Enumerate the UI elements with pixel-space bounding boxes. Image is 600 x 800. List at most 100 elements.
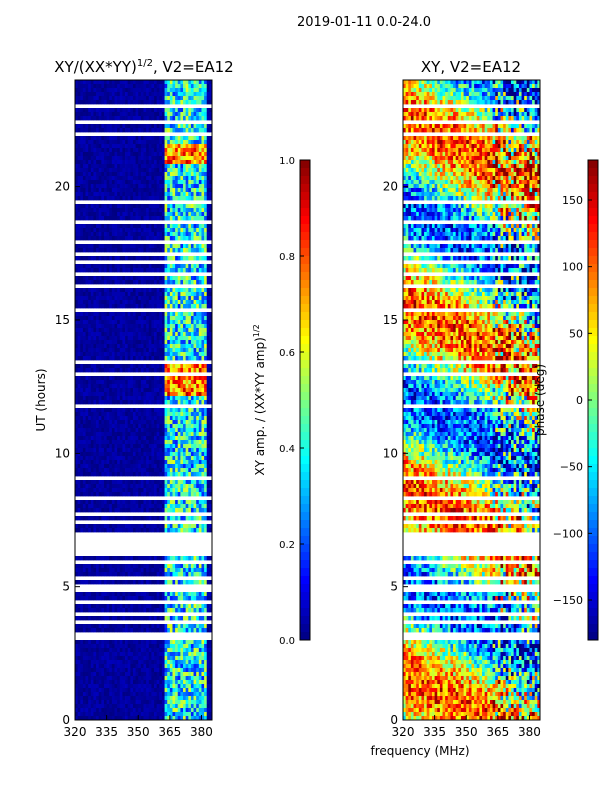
heatmap-cell xyxy=(101,420,105,425)
heatmap-cell xyxy=(201,440,205,445)
heatmap-cell xyxy=(198,268,202,273)
heatmap-cell xyxy=(190,460,194,465)
heatmap-cell xyxy=(204,108,208,113)
heatmap-cell xyxy=(190,100,194,105)
heatmap-cell xyxy=(183,164,187,169)
heatmap-cell xyxy=(143,448,147,453)
heatmap-cell xyxy=(75,292,79,297)
heatmap-cell xyxy=(193,420,197,425)
heatmap-cell xyxy=(172,280,176,285)
heatmap-cell xyxy=(117,492,121,497)
heatmap-cell xyxy=(164,364,168,369)
heatmap-cell xyxy=(138,312,142,317)
heatmap-cell xyxy=(125,304,129,309)
heatmap-cell xyxy=(106,96,110,101)
heatmap-cell xyxy=(188,300,192,305)
heatmap-cell xyxy=(85,256,89,261)
heatmap-cell xyxy=(117,556,121,561)
heatmap-cell xyxy=(132,140,136,145)
heatmap-cell xyxy=(109,464,113,469)
heatmap-cell xyxy=(125,148,129,153)
heatmap-cell xyxy=(130,180,134,185)
heatmap-cell xyxy=(193,504,197,509)
heatmap-cell xyxy=(209,116,213,121)
heatmap-cell xyxy=(151,188,155,193)
heatmap-cell xyxy=(135,112,139,117)
heatmap-cell xyxy=(114,224,118,229)
heatmap-cell xyxy=(106,168,110,173)
heatmap-cell xyxy=(106,232,110,237)
heatmap-cell xyxy=(109,468,113,473)
heatmap-cell xyxy=(127,300,131,305)
heatmap-cell xyxy=(96,116,100,121)
heatmap-cell xyxy=(154,344,158,349)
heatmap-cell xyxy=(90,276,94,281)
heatmap-cell xyxy=(177,232,181,237)
heatmap-cell xyxy=(164,340,168,345)
heatmap-cell xyxy=(111,460,115,465)
heatmap-cell xyxy=(111,528,115,533)
heatmap-cell xyxy=(167,192,171,197)
heatmap-cell xyxy=(180,268,184,273)
heatmap-cell xyxy=(80,472,84,477)
heatmap-cell xyxy=(185,112,189,117)
heatmap-cell xyxy=(80,164,84,169)
heatmap-cell xyxy=(114,164,118,169)
heatmap-cell xyxy=(96,484,100,489)
heatmap-cell xyxy=(204,236,208,241)
heatmap-cell xyxy=(177,380,181,385)
heatmap-cell xyxy=(96,176,100,181)
heatmap-cell xyxy=(201,504,205,509)
heatmap-cell xyxy=(109,400,113,405)
heatmap-cell xyxy=(143,352,147,357)
heatmap-cell xyxy=(130,224,134,229)
heatmap-cell xyxy=(106,348,110,353)
heatmap-cell xyxy=(193,488,197,493)
heatmap-cell xyxy=(151,196,155,201)
heatmap-cell xyxy=(143,336,147,341)
heatmap-cell xyxy=(151,460,155,465)
heatmap-cell xyxy=(98,268,102,273)
heatmap-cell xyxy=(185,288,189,293)
heatmap-cell xyxy=(138,80,142,85)
heatmap-cell xyxy=(180,196,184,201)
heatmap-cell xyxy=(106,204,110,209)
heatmap-cell xyxy=(204,384,208,389)
heatmap-cell xyxy=(125,204,129,209)
heatmap-cell xyxy=(190,116,194,121)
heatmap-cell xyxy=(172,192,176,197)
heatmap-cell xyxy=(103,116,108,121)
heatmap-cell xyxy=(193,324,197,329)
heatmap-cell xyxy=(117,500,121,505)
heatmap-cell xyxy=(93,208,97,213)
heatmap-cell xyxy=(148,268,152,273)
heatmap-cell xyxy=(209,312,213,317)
heatmap-cell xyxy=(132,380,136,385)
heatmap-cell xyxy=(85,344,89,349)
heatmap-cell xyxy=(106,412,110,417)
heatmap-cell xyxy=(101,296,105,301)
heatmap-cell xyxy=(111,336,115,341)
heatmap-cell xyxy=(106,556,110,561)
heatmap-cell xyxy=(201,180,205,185)
heatmap-cell xyxy=(103,176,108,181)
heatmap-cell xyxy=(159,180,163,185)
heatmap-cell xyxy=(135,356,139,361)
heatmap-cell xyxy=(82,152,86,157)
heatmap-cell xyxy=(190,492,194,497)
heatmap-cell xyxy=(169,208,173,213)
heatmap-cell xyxy=(98,184,102,189)
heatmap-cell xyxy=(172,184,176,189)
heatmap-cell xyxy=(175,232,179,237)
heatmap-cell xyxy=(109,108,113,113)
heatmap-cell xyxy=(185,424,189,429)
heatmap-cell xyxy=(140,192,144,197)
heatmap-cell xyxy=(75,248,79,253)
heatmap-cell xyxy=(151,176,155,181)
heatmap-cell xyxy=(169,400,173,405)
heatmap-cell xyxy=(159,152,163,157)
heatmap-cell xyxy=(156,368,160,373)
heatmap-cell xyxy=(209,168,213,173)
heatmap-cell xyxy=(114,116,118,121)
heatmap-cell xyxy=(169,212,173,217)
